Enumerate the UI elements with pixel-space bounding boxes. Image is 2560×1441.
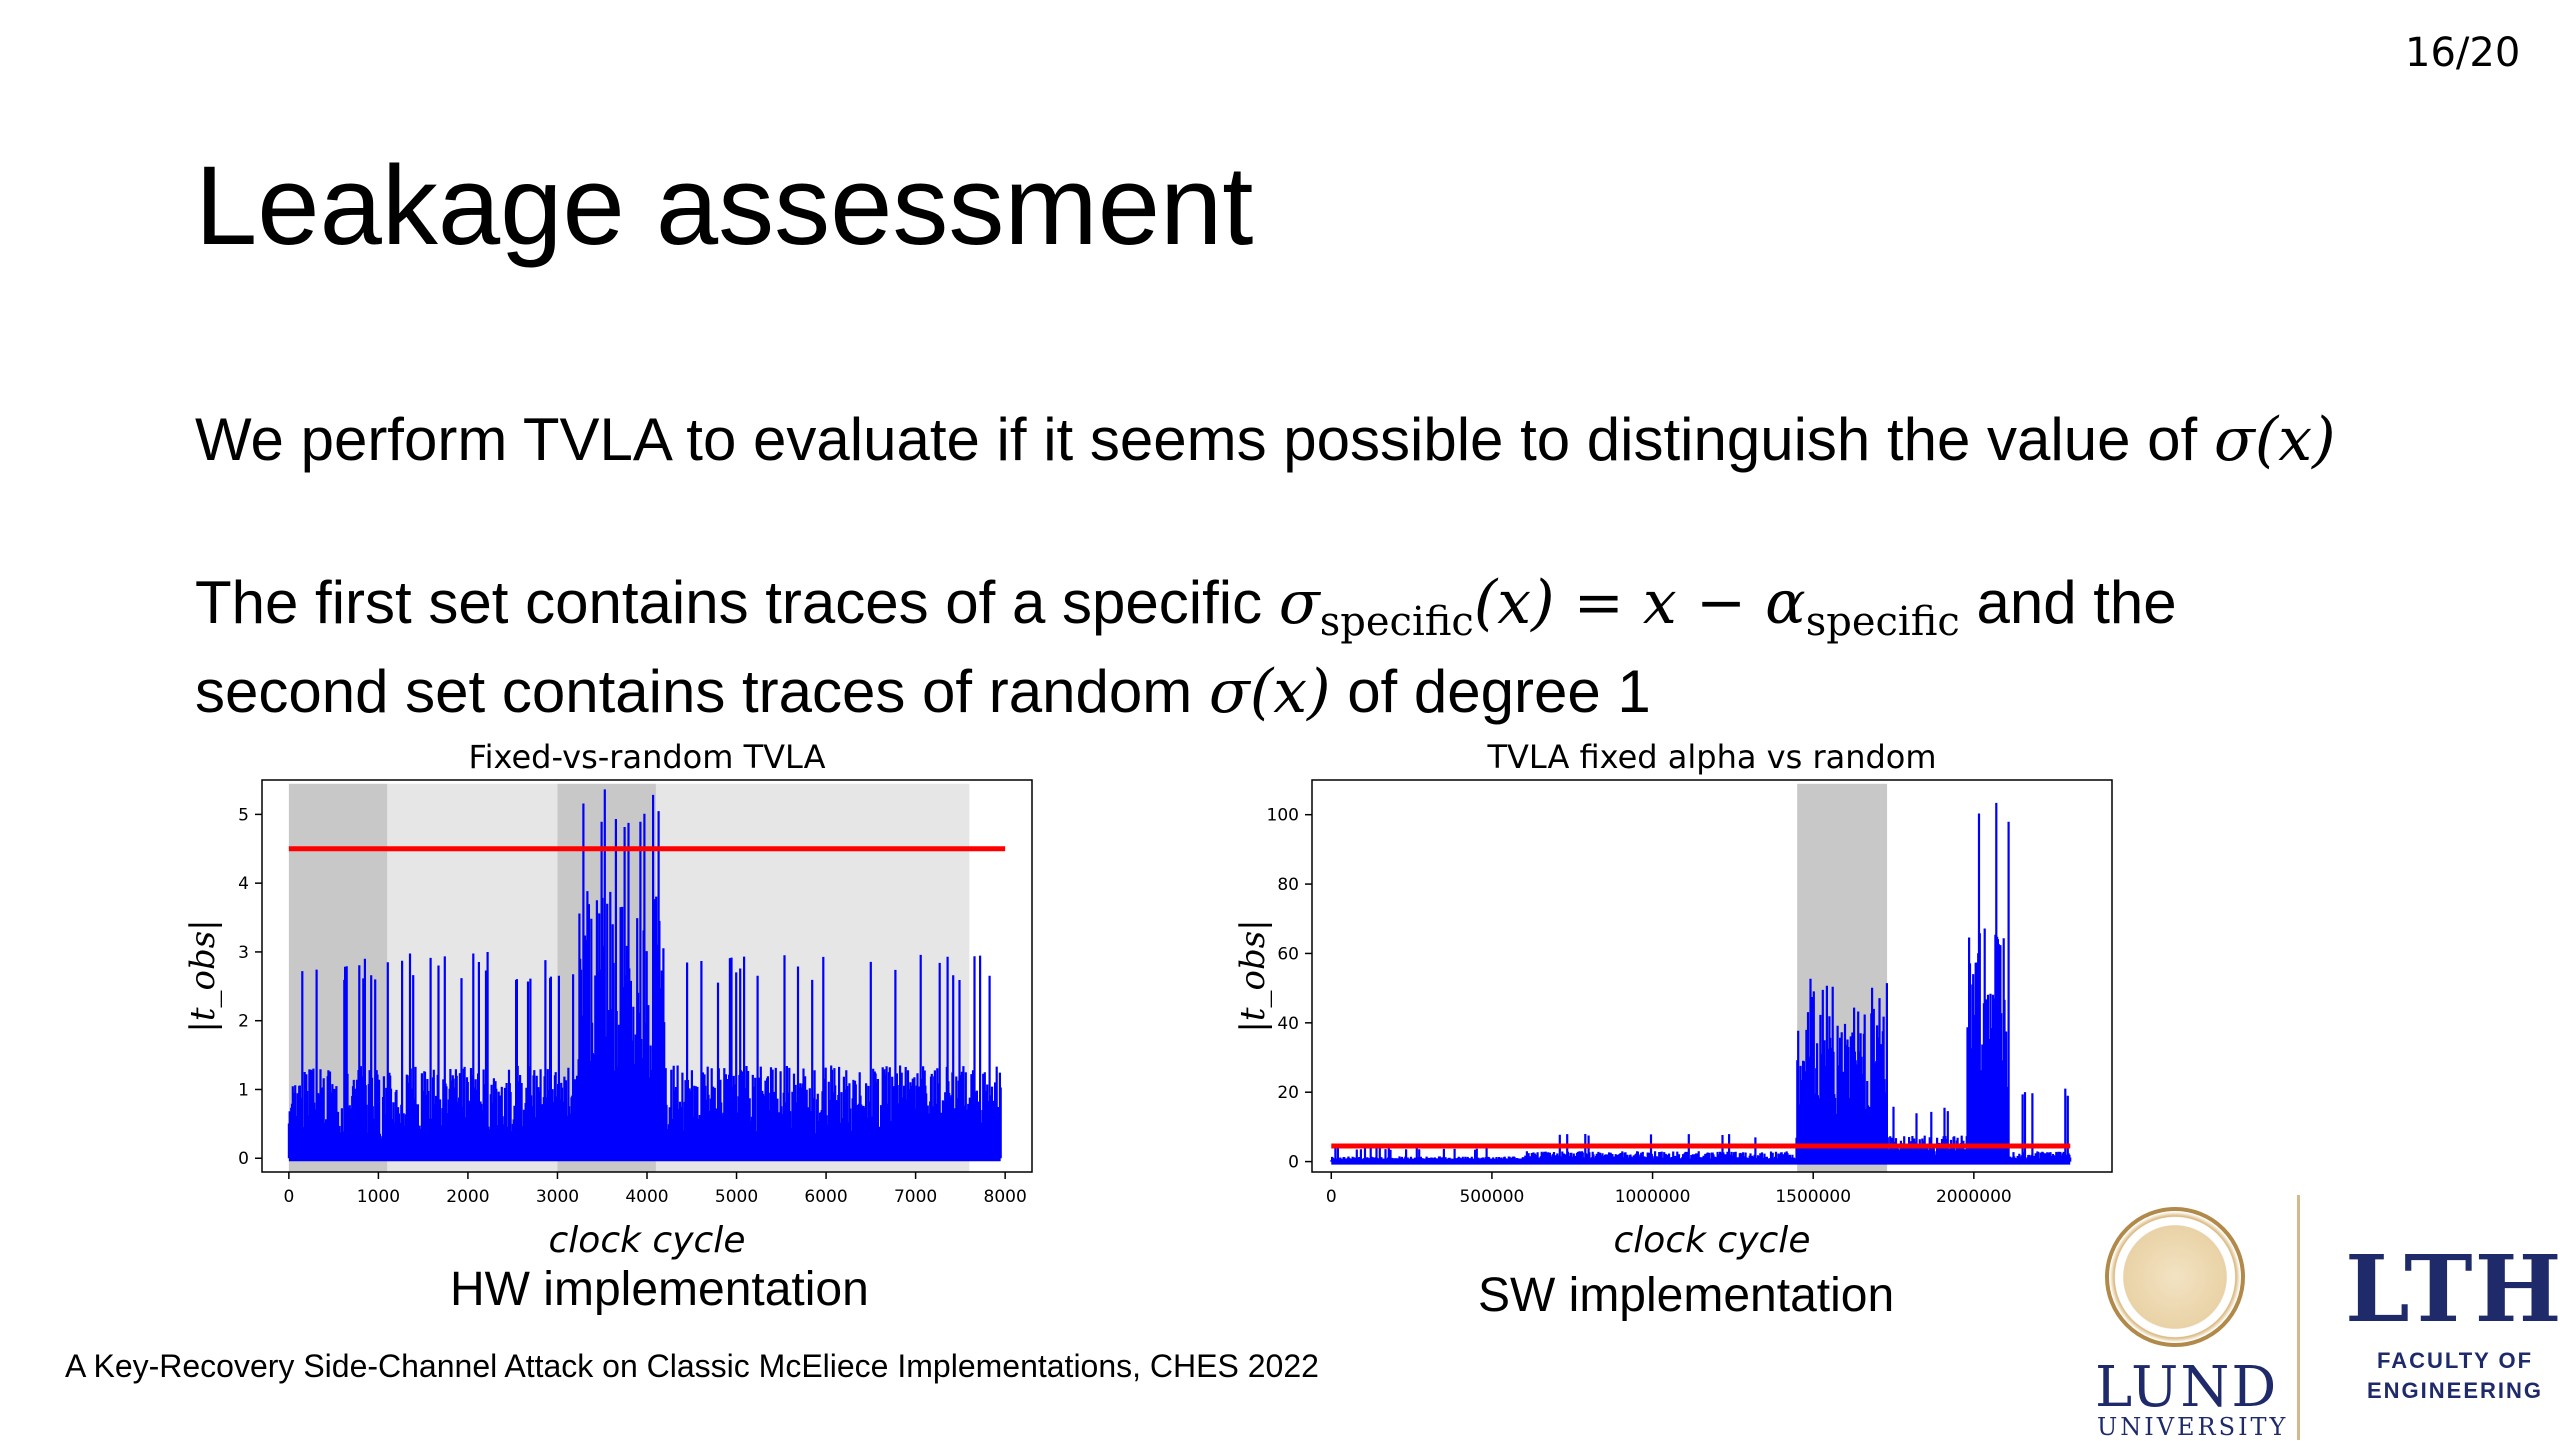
x-axis-label: clock cycle	[1614, 1220, 1811, 1260]
university-logos: LUND UNIVERSITY LTH FACULTY OF ENGINEERI…	[2095, 1195, 2560, 1441]
lund-wordmark: LUND	[2095, 1355, 2279, 1420]
y-tick-label: 0	[238, 1149, 249, 1169]
x-tick-label: 1000000	[1615, 1187, 1691, 1207]
y-tick-label: 3	[238, 943, 249, 963]
footer-citation: A Key-Recovery Side-Channel Attack on Cl…	[65, 1348, 1319, 1384]
faculty-line-2: ENGINEERING	[2367, 1378, 2544, 1403]
sigma-symbol: σ	[1278, 568, 1320, 638]
y-tick-label: 100	[1267, 806, 1299, 826]
paragraph-2-text-c: of degree 1	[1347, 658, 1651, 725]
y-tick-label: 40	[1277, 1014, 1299, 1034]
sigma-specific-math: σspecific(x) = x − αspecific	[1278, 568, 1960, 645]
subscript-specific-2: specific	[1805, 599, 1960, 645]
sw-tvla-chart: TVLA fixed alpha vs random 0 500000 1000000…	[1233, 738, 2113, 1260]
trace-series	[1330, 802, 2072, 1162]
subscript-specific-1: specific	[1319, 599, 1474, 645]
equation-middle: (x) = x − α	[1473, 568, 1806, 638]
chart-title: TVLA fixed alpha vs random	[1486, 738, 1936, 776]
y-axis-label: |t_obs|	[1233, 919, 1273, 1032]
trace-series	[287, 789, 1002, 1159]
x-tick-label: 3000	[536, 1187, 579, 1207]
lund-seal-icon	[2105, 1207, 2245, 1347]
x-tick-label: 1000	[357, 1187, 400, 1207]
x-tick-label: 1500000	[1775, 1187, 1851, 1207]
x-tick-label: 2000	[446, 1187, 489, 1207]
y-tick-label: 80	[1277, 875, 1299, 895]
sigma-x-math-2: σ(x)	[1208, 657, 1331, 727]
x-tick-label: 8000	[984, 1187, 1027, 1207]
x-tick-label: 2000000	[1936, 1187, 2012, 1207]
lth-wordmark: LTH	[2345, 1235, 2560, 1343]
hw-caption: HW implementation	[450, 1263, 869, 1316]
y-tick-label: 4	[238, 874, 249, 894]
plot-frame	[1311, 779, 2113, 1173]
y-tick-label: 0	[1288, 1153, 1299, 1173]
y-tick-label: 20	[1277, 1083, 1299, 1103]
logo-divider	[2297, 1195, 2300, 1440]
sw-caption: SW implementation	[1478, 1269, 1895, 1322]
x-tick-label: 5000	[715, 1187, 758, 1207]
y-tick-label: 60	[1277, 944, 1299, 964]
y-tick-label: 1	[238, 1080, 249, 1100]
x-tick-label: 6000	[804, 1187, 847, 1207]
hw-tvla-chart: Fixed-vs-random TVLA 0 1000 2000 3000 4000 500…	[183, 738, 1033, 1260]
faculty-line-1: FACULTY OF	[2377, 1348, 2534, 1373]
x-axis-label: clock cycle	[549, 1220, 746, 1260]
paragraph-2-text-b: and the second set contains traces of ra…	[195, 569, 2177, 725]
y-tick-label: 5	[238, 805, 249, 825]
paragraph-1: We perform TVLA to evaluate if it seems …	[195, 405, 2345, 475]
paragraph-1-text: We perform TVLA to evaluate if it seems …	[195, 406, 2198, 473]
x-tick-label: 0	[1326, 1187, 1337, 1207]
x-tick-label: 7000	[894, 1187, 937, 1207]
y-axis-label: |t_obs|	[183, 919, 223, 1032]
university-wordmark: UNIVERSITY	[2097, 1413, 2289, 1441]
x-tick-label: 4000	[625, 1187, 668, 1207]
y-tick-label: 2	[238, 1012, 249, 1032]
paragraph-2: The first set contains traces of a speci…	[195, 568, 2345, 727]
chart-title: Fixed-vs-random TVLA	[469, 738, 826, 776]
x-tick-label: 500000	[1459, 1187, 1524, 1207]
slide-title: Leakage assessment	[195, 143, 1254, 268]
sigma-x-math: σ(x)	[2213, 405, 2336, 475]
paragraph-2-text-a: The first set contains traces of a speci…	[195, 569, 1263, 636]
x-tick-label: 0	[283, 1187, 294, 1207]
page-number: 16/20	[2405, 30, 2521, 76]
